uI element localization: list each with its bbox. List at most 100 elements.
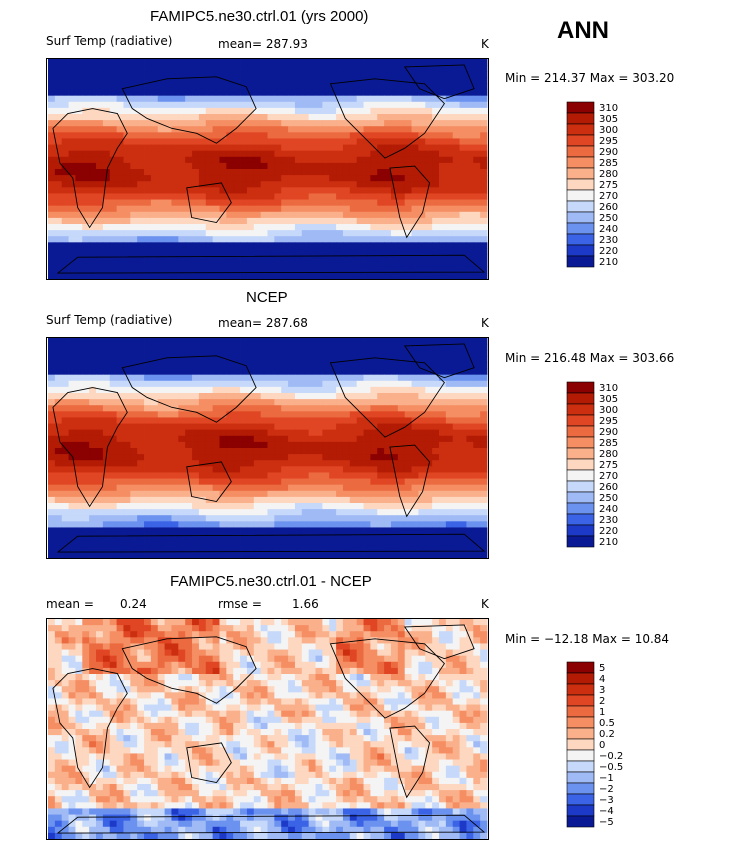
panel3-map bbox=[46, 618, 489, 840]
panel2-title: NCEP bbox=[246, 289, 288, 306]
colorbar-tick-label: 240 bbox=[599, 504, 618, 515]
panel3-mean-value: 0.24 bbox=[120, 597, 147, 611]
colorbar-tick-label: 220 bbox=[599, 526, 618, 537]
colorbar-swatch bbox=[566, 244, 595, 257]
colorbar-tick-label: 310 bbox=[599, 383, 618, 394]
coastline bbox=[121, 355, 257, 423]
colorbar-swatch bbox=[566, 112, 595, 125]
colorbar-swatch bbox=[566, 491, 595, 504]
panel2-map bbox=[46, 337, 489, 559]
colorbar-tick-label: 0.5 bbox=[599, 718, 615, 729]
panel2-field-label: Surf Temp (radiative) bbox=[46, 313, 173, 327]
colorbar-tick-label: −0.5 bbox=[599, 762, 623, 773]
colorbar-swatch bbox=[566, 392, 595, 405]
colorbar-swatch bbox=[566, 211, 595, 224]
colorbar-swatch bbox=[566, 771, 595, 784]
colorbar-swatch bbox=[566, 738, 595, 751]
colorbar-swatch bbox=[566, 233, 595, 246]
colorbar-swatch bbox=[566, 672, 595, 685]
panel2-mean: mean= 287.68 bbox=[218, 316, 308, 330]
colorbar-tick-label: 295 bbox=[599, 416, 618, 427]
field-cells bbox=[47, 619, 488, 839]
colorbar-tick-label: 230 bbox=[599, 235, 618, 246]
colorbar-swatch bbox=[566, 101, 595, 114]
colorbar-swatch bbox=[566, 524, 595, 537]
colorbar-tick-label: 285 bbox=[599, 158, 618, 169]
colorbar-swatch bbox=[566, 156, 595, 169]
colorbar-tick-label: 300 bbox=[599, 405, 618, 416]
coastline bbox=[56, 254, 486, 274]
coastline bbox=[52, 387, 128, 508]
coastline bbox=[389, 444, 431, 518]
colorbar-tick-label: 0.2 bbox=[599, 729, 615, 740]
colorbar-swatch bbox=[566, 749, 595, 762]
colorbar-swatch bbox=[566, 661, 595, 674]
colorbar-swatch bbox=[566, 381, 595, 394]
colorbar-swatch bbox=[566, 403, 595, 416]
field-cells bbox=[47, 59, 488, 279]
colorbar-swatch bbox=[566, 458, 595, 471]
colorbar-tick-label: 3 bbox=[599, 685, 605, 696]
field-cells bbox=[47, 338, 488, 558]
colorbar-swatch bbox=[566, 200, 595, 213]
colorbar-swatch bbox=[566, 705, 595, 718]
coastline bbox=[186, 182, 232, 224]
colorbar-swatch bbox=[566, 145, 595, 158]
season-label: ANN bbox=[557, 17, 609, 44]
colorbar-tick-label: 290 bbox=[599, 427, 618, 438]
colorbar-tick-label: 275 bbox=[599, 180, 618, 191]
colorbar-swatch bbox=[566, 414, 595, 427]
colorbar-swatch bbox=[566, 727, 595, 740]
colorbar-tick-label: 275 bbox=[599, 460, 618, 471]
panel3-minmax: Min = −12.18 Max = 10.84 bbox=[505, 632, 670, 646]
panel2-minmax: Min = 216.48 Max = 303.66 bbox=[505, 351, 675, 365]
colorbar-swatch bbox=[566, 782, 595, 795]
colorbar-swatch bbox=[566, 447, 595, 460]
colorbar-swatch bbox=[566, 480, 595, 493]
colorbar-tick-label: 250 bbox=[599, 493, 618, 504]
panel2-units: K bbox=[481, 316, 489, 330]
colorbar-tick-label: 270 bbox=[599, 191, 618, 202]
colorbar-tick-label: −5 bbox=[599, 817, 614, 828]
colorbar-tick-label: 260 bbox=[599, 482, 618, 493]
colorbar-tick-label: 4 bbox=[599, 674, 605, 685]
colorbar-tick-label: 310 bbox=[599, 103, 618, 114]
colorbar-tick-label: 270 bbox=[599, 471, 618, 482]
coastline bbox=[121, 76, 257, 144]
colorbar-tick-label: 5 bbox=[599, 663, 605, 674]
colorbar-tick-label: 2 bbox=[599, 696, 605, 707]
colorbar-tick-label: 1 bbox=[599, 707, 605, 718]
coastline bbox=[329, 78, 445, 159]
colorbar-swatch bbox=[566, 535, 595, 548]
coastline bbox=[52, 108, 128, 229]
colorbar-tick-label: 280 bbox=[599, 449, 618, 460]
colorbar-tick-label: 220 bbox=[599, 246, 618, 257]
coastline bbox=[389, 725, 431, 799]
panel3-rmse-label: rmse = bbox=[218, 597, 262, 611]
panel1-mean: mean= 287.93 bbox=[218, 37, 308, 51]
coastline bbox=[121, 636, 257, 704]
coastline bbox=[52, 668, 128, 789]
colorbar-tick-label: −2 bbox=[599, 784, 614, 795]
panel1-colorbar: 3103053002952902852802752702602502402302… bbox=[566, 101, 618, 268]
colorbar-swatch bbox=[566, 425, 595, 438]
panel1-map bbox=[46, 58, 489, 280]
colorbar-tick-label: 305 bbox=[599, 114, 618, 125]
colorbar-swatch bbox=[566, 167, 595, 180]
coastline bbox=[329, 638, 445, 719]
panel1-units: K bbox=[481, 37, 489, 51]
colorbar-tick-label: 210 bbox=[599, 257, 618, 268]
panel1-title: FAMIPC5.ne30.ctrl.01 (yrs 2000) bbox=[150, 8, 369, 25]
colorbar-tick-label: 210 bbox=[599, 537, 618, 548]
colorbar-tick-label: 300 bbox=[599, 125, 618, 136]
colorbar-swatch bbox=[566, 793, 595, 806]
panel1-minmax: Min = 214.37 Max = 303.20 bbox=[505, 71, 675, 85]
panel2-colorbar: 3103053002952902852802752702602502402302… bbox=[566, 381, 618, 548]
colorbar-tick-label: 285 bbox=[599, 438, 618, 449]
coastline bbox=[329, 357, 445, 438]
coastline bbox=[186, 461, 232, 503]
colorbar-swatch bbox=[566, 716, 595, 729]
panel3-mean-label: mean = bbox=[46, 597, 94, 611]
colorbar-tick-label: 230 bbox=[599, 515, 618, 526]
